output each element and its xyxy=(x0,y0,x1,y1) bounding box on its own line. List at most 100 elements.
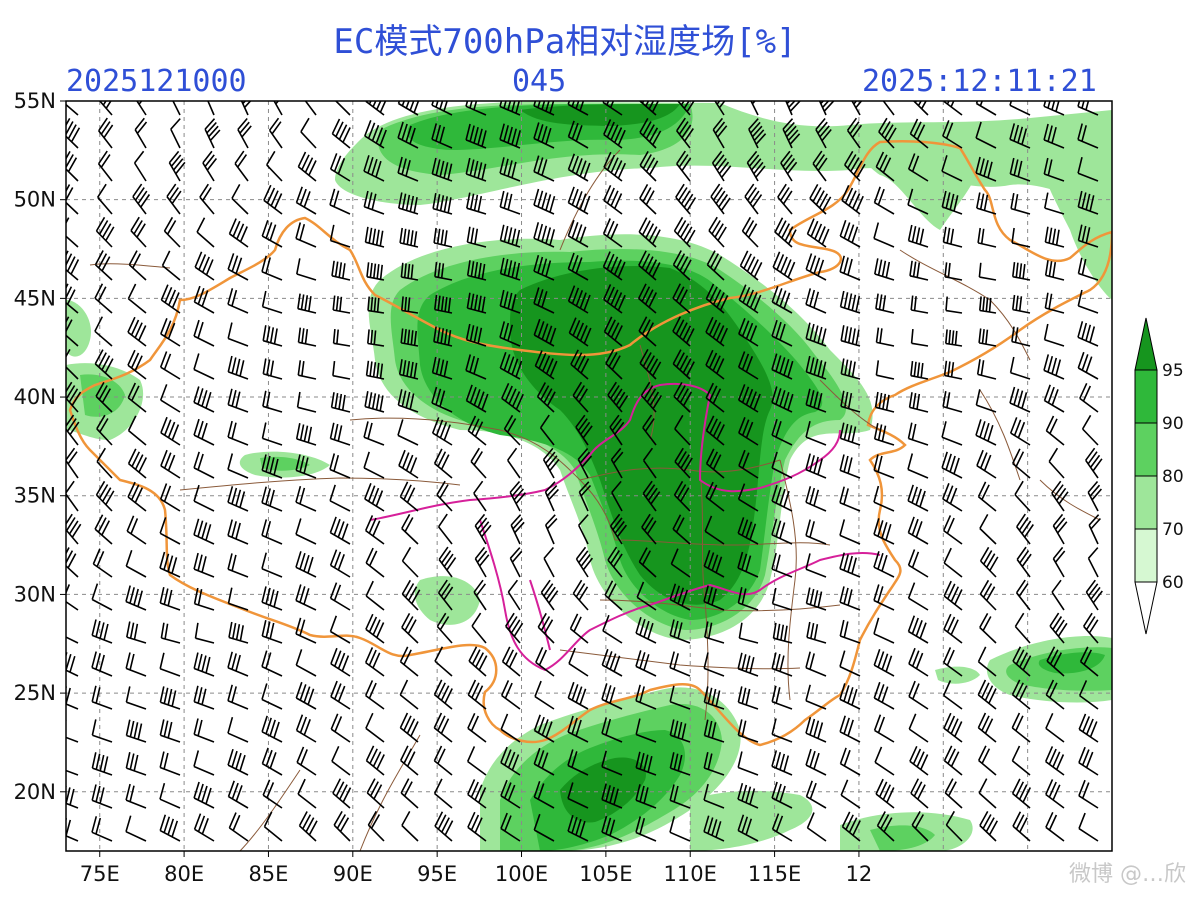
wind-barb xyxy=(840,779,861,809)
wind-barb xyxy=(703,783,725,809)
wind-barb xyxy=(977,712,997,743)
wind-barb xyxy=(809,184,832,215)
wind-barb xyxy=(873,551,895,578)
wind-barb xyxy=(1044,260,1065,281)
wind-barb xyxy=(470,447,487,479)
wind-barb xyxy=(363,155,385,182)
wind-barb xyxy=(125,752,147,776)
wind-barb xyxy=(364,647,385,677)
wind-barb xyxy=(505,612,524,644)
wind-barb xyxy=(295,423,317,446)
wind-barb xyxy=(501,646,521,677)
wind-barb xyxy=(771,552,793,578)
wind-barb xyxy=(295,617,317,644)
wind-barb xyxy=(577,514,589,545)
wind-barb xyxy=(273,101,283,116)
wind-barb xyxy=(533,155,555,182)
wind-barb xyxy=(433,448,453,479)
wind-barb xyxy=(1011,448,1031,479)
wind-barb xyxy=(332,361,351,380)
wind-barb xyxy=(364,515,385,545)
wind-barb xyxy=(66,769,79,776)
wind-barb xyxy=(703,815,725,842)
wind-barb xyxy=(910,295,929,314)
wind-barb xyxy=(975,389,997,413)
wind-barb xyxy=(160,622,181,644)
wind-barb xyxy=(95,382,113,413)
wind-barb xyxy=(805,253,827,281)
wind-barb xyxy=(909,118,929,149)
wind-barb xyxy=(533,254,555,281)
wind-barb xyxy=(401,811,419,842)
wind-barb xyxy=(66,283,79,314)
wind-barb xyxy=(227,780,249,809)
wind-barb xyxy=(941,451,963,479)
wind-barb xyxy=(1077,257,1099,281)
wind-barb xyxy=(227,684,249,710)
wind-barb xyxy=(98,117,114,149)
wind-barb xyxy=(815,117,832,149)
wind-barb xyxy=(363,451,385,479)
wind-barb xyxy=(669,619,691,644)
wind-barb xyxy=(908,647,929,677)
wind-barb xyxy=(977,481,997,512)
wind-barb xyxy=(329,582,351,611)
wind-barb xyxy=(839,683,861,710)
wind-barb xyxy=(1045,811,1065,842)
wind-barb xyxy=(1045,712,1065,743)
wind-barb xyxy=(748,118,767,149)
wind-barb xyxy=(194,622,215,644)
wind-barb xyxy=(1078,812,1099,842)
wind-barb xyxy=(738,622,759,644)
wind-barb xyxy=(603,119,626,149)
wind-barb xyxy=(1012,294,1031,314)
wind-barb xyxy=(777,183,793,215)
wind-barb xyxy=(363,190,385,215)
wind-barbs xyxy=(66,101,1103,842)
wind-barb xyxy=(806,218,830,248)
wind-barb xyxy=(97,183,113,215)
wind-barb xyxy=(1012,262,1031,281)
wind-barb xyxy=(839,619,861,644)
wind-barb xyxy=(706,250,725,281)
wind-barb xyxy=(1011,679,1031,710)
wind-barb xyxy=(543,546,555,578)
wind-barb xyxy=(844,150,866,182)
wind-barb xyxy=(125,783,147,809)
wind-barb xyxy=(159,686,181,710)
wind-barb xyxy=(1043,354,1065,380)
wind-barb xyxy=(744,183,763,215)
wind-barb xyxy=(674,447,693,479)
wind-barb xyxy=(782,118,801,149)
wind-barb xyxy=(1052,513,1068,545)
wind-barb xyxy=(943,745,963,776)
wind-barb xyxy=(975,419,997,446)
wind-barb xyxy=(976,192,997,215)
wind-barb xyxy=(976,359,997,380)
valid-time: 2025:12:11:21 xyxy=(862,64,1097,99)
wind-barb xyxy=(908,713,929,743)
wind-barb xyxy=(737,351,759,380)
wind-barb xyxy=(401,579,421,611)
wind-barb xyxy=(1046,646,1065,677)
wind-barb xyxy=(66,720,79,743)
wind-barb xyxy=(172,101,181,116)
wind-barb xyxy=(329,224,351,248)
wind-barb xyxy=(466,260,487,281)
wind-barb xyxy=(640,381,663,413)
wind-barb xyxy=(66,447,79,479)
colorbar-bin-90-95 xyxy=(1134,369,1158,424)
wind-barb xyxy=(979,296,997,314)
wind-barb xyxy=(66,785,79,809)
wind-barb xyxy=(227,253,249,281)
wind-barb xyxy=(1011,712,1031,743)
wind-barb xyxy=(261,747,283,776)
wind-barb xyxy=(578,481,592,512)
wind-barb xyxy=(194,251,215,281)
wind-barb xyxy=(539,414,555,446)
wind-barb xyxy=(601,783,623,809)
wind-barb xyxy=(94,250,113,281)
lat-tick-label: 30N xyxy=(14,582,56,606)
wind-barb xyxy=(839,715,861,743)
wind-barb xyxy=(672,250,692,281)
